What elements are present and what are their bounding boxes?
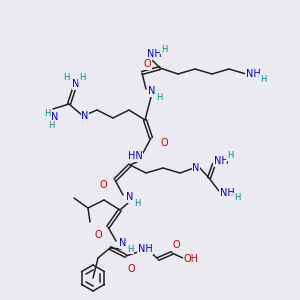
Text: H: H <box>127 244 133 253</box>
Text: H: H <box>156 92 162 101</box>
Text: H: H <box>44 110 50 118</box>
Text: HN: HN <box>128 151 142 161</box>
Text: N: N <box>51 112 59 122</box>
Text: NH: NH <box>220 188 234 198</box>
Text: N: N <box>126 192 134 202</box>
Text: N: N <box>192 163 200 173</box>
Text: H: H <box>79 73 85 82</box>
Text: N: N <box>72 79 80 89</box>
Text: H: H <box>48 122 54 130</box>
Text: H: H <box>260 74 266 83</box>
Text: NH: NH <box>214 156 228 166</box>
Text: O: O <box>172 240 180 250</box>
Text: OH: OH <box>184 254 199 264</box>
Text: NH: NH <box>138 244 152 254</box>
Text: H: H <box>63 73 69 82</box>
Text: N: N <box>148 86 156 96</box>
Text: N: N <box>81 111 89 121</box>
Text: O: O <box>143 59 151 69</box>
Text: NH: NH <box>147 49 161 59</box>
Text: N: N <box>119 238 127 248</box>
Text: H: H <box>234 194 240 202</box>
Text: O: O <box>160 138 168 148</box>
Text: H: H <box>134 199 140 208</box>
Text: O: O <box>99 180 107 190</box>
Text: NH: NH <box>246 69 260 79</box>
Text: O: O <box>94 230 102 240</box>
Text: H: H <box>227 152 233 160</box>
Text: O: O <box>127 264 135 274</box>
Text: H: H <box>161 44 167 53</box>
